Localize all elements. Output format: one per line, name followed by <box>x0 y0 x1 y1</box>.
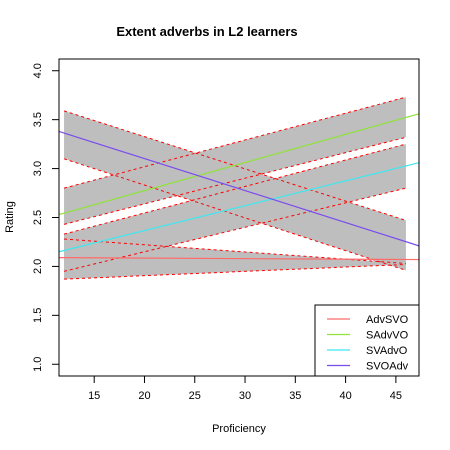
x-tick-label: 45 <box>390 390 402 402</box>
y-tick-label: 3.5 <box>32 112 44 127</box>
chart-title: Extent adverbs in L2 learners <box>116 24 297 39</box>
y-tick-label: 2.0 <box>32 259 44 274</box>
legend-label-sadvvo: SAdvVO <box>366 330 409 342</box>
x-axis-label: Proficiency <box>212 423 266 435</box>
x-tick-label: 25 <box>189 390 201 402</box>
y-tick-label: 2.5 <box>32 210 44 225</box>
legend: AdvSVO SAdvVO SVAdvO SVOAdv <box>315 305 419 376</box>
y-tick-label: 1.5 <box>32 308 44 323</box>
x-tick-label: 20 <box>138 390 150 402</box>
legend-label-svadvo: SVAdvO <box>366 345 408 357</box>
x-tick-label: 40 <box>339 390 351 402</box>
y-axis-label: Rating <box>4 201 16 233</box>
x-tick-label: 35 <box>289 390 301 402</box>
x-tick-label: 15 <box>88 390 100 402</box>
x-tick-label: 30 <box>239 390 251 402</box>
y-tick-label: 4.0 <box>32 63 44 78</box>
y-tick-label: 3.0 <box>32 161 44 176</box>
legend-label-advsvo: AdvSVO <box>366 314 409 326</box>
y-tick-label: 1.0 <box>32 357 44 372</box>
legend-label-svoadv: SVOAdv <box>366 361 409 373</box>
